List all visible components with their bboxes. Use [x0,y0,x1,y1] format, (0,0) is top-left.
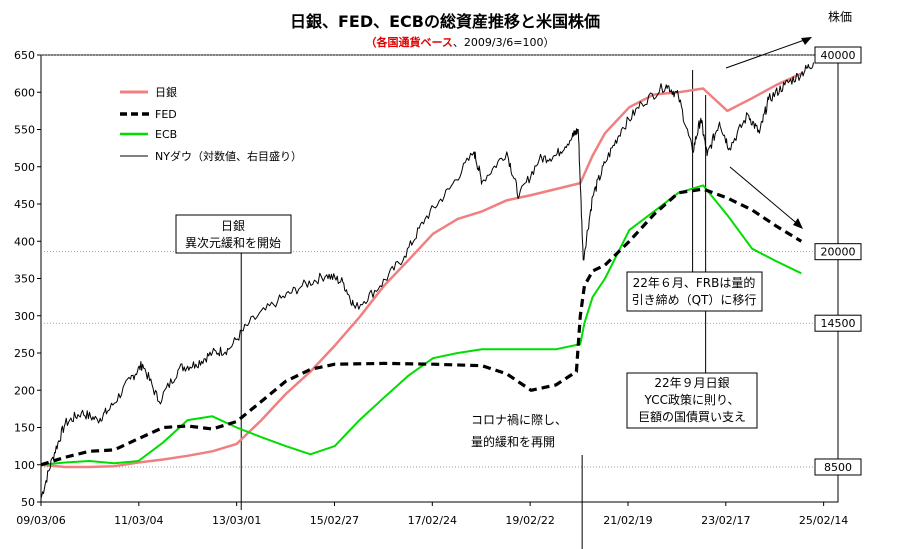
y-tick-label: 150 [14,422,35,435]
y-tick-label: 450 [14,198,35,211]
legend-label-fed: FED [155,108,177,121]
annotation-boj-qqe-line1: 日銀 [221,219,245,233]
annotation-boj-qqe-line2: 異次元緩和を開始 [185,236,281,250]
y-tick-label: 250 [14,347,35,360]
right-level-label: 14500 [821,317,856,330]
chart-title: 日銀、FED、ECBの総資産推移と米国株価 [290,12,600,31]
right-level-label: 40000 [821,49,856,62]
legend-label-dow: NYダウ（対数値、右目盛り） [155,149,302,163]
y-tick-label: 50 [21,496,35,509]
x-tick-label: 23/02/17 [701,514,750,527]
chart-subtitle-black: 、2009/3/6=100） [453,36,555,49]
legend-label-ecb: ECB [155,128,177,141]
annotation-boj-ycc-line3: 巨額の国債買い支え [638,409,746,424]
y-tick-label: 500 [14,161,35,174]
annotation-fed-qt-line2: 引き締め（QT）に移行 [632,292,757,307]
annotation-fed-qt: 22年６月、FRBは量的 引き締め（QT）に移行 [626,271,763,312]
right-level-box [814,243,862,261]
x-tick-label: 21/02/19 [603,514,652,527]
y-tick-label: 400 [14,235,35,248]
x-tick-label: 19/02/22 [505,514,554,527]
y-tick-label: 650 [14,49,35,62]
x-tick-label: 11/03/04 [114,514,163,527]
x-tick-label: 09/03/06 [16,514,65,527]
annotation-boj-ycc-box [626,372,758,429]
annotation-covid-line1: コロナ禍に際し、 [471,412,567,427]
series-layer [40,62,814,499]
right-axis-title: 株価 [828,9,852,24]
annotation-lines [240,70,707,549]
up-arrowhead-icon [801,37,812,45]
annotation-boj-qqe: 日銀 異次元緩和を開始 [175,214,292,254]
annotation-fed-qt-box [626,271,763,312]
y-tick-label: 600 [14,86,35,99]
right-level-label: 20000 [821,246,856,259]
x-axis: 09/03/06 11/03/04 13/03/01 15/02/27 17/02/24… [16,502,848,527]
legend: 日銀 FED ECB NYダウ（対数値、右目盛り） [120,85,302,163]
annotation-boj-ycc: 22年９月日銀 YCC政策に則り、 巨額の国債買い支え [626,372,758,429]
y-tick-label: 100 [14,459,35,472]
down-arrow-icon [729,166,801,227]
y-tick-label: 300 [14,310,35,323]
y-tick-label: 200 [14,384,35,397]
annotation-boj-ycc-line2: YCC政策に則り、 [644,393,740,407]
x-tick-label: 15/02/27 [310,514,359,527]
series-line-fed [40,187,803,467]
series-line-boj [40,72,802,469]
gridlines [41,54,838,468]
y-tick-label: 350 [14,273,35,286]
up-arrow-icon [725,37,811,69]
x-tick-label: 17/02/24 [408,514,457,527]
x-tick-label: 13/03/01 [212,514,261,527]
y-tick-label: 550 [14,124,35,137]
y-axis: 50 100 150 200 250 300 350 400 450 500 550 600 650 [14,49,41,509]
right-level-label: 8500 [824,461,852,474]
x-tick-label: 25/02/14 [799,514,848,527]
chart-subtitle-red: （各国通貨ベース [365,35,452,49]
legend-label-boj: 日銀 [155,85,177,99]
annotation-fed-qt-line1: 22年６月、FRBは量的 [633,275,756,290]
series-line-dow [40,62,814,499]
series-line-ecb [40,184,802,466]
trend-arrows [725,37,812,229]
annotation-boj-ycc-line1: 22年９月日銀 [654,376,729,390]
right-level-box [814,458,862,476]
annotation-covid: コロナ禍に際し、 量的緩和を再開 [471,412,567,449]
down-arrowhead-icon [793,218,803,229]
right-axis-labels: 40000 20000 14500 8500 [814,46,862,476]
right-level-box [814,314,862,332]
chart-subtitle: （各国通貨ベース、2009/3/6=100） [365,35,554,49]
annotation-boj-qqe-box [175,214,292,254]
right-level-box [814,46,862,64]
annotation-covid-line2: 量的緩和を再開 [471,434,555,449]
